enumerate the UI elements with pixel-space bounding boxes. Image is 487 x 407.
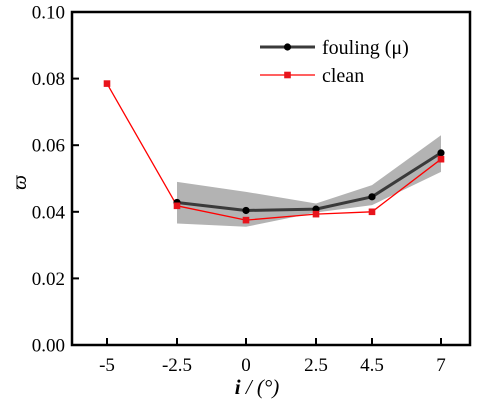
clean-data-point xyxy=(368,208,376,216)
clean-data-point xyxy=(437,155,445,163)
plot-frame xyxy=(70,10,472,347)
uncertainty-band-layer xyxy=(177,135,441,227)
y-axis-title: ϖ xyxy=(7,175,31,190)
x-tick-label: 4.5 xyxy=(360,355,384,376)
legend-fouling-marker xyxy=(283,43,292,51)
x-axis-title-variable: i xyxy=(235,375,241,399)
x-tick-label: -5 xyxy=(99,355,115,376)
x-tick-label: 0 xyxy=(241,355,251,376)
legend-fouling-label: fouling (μ) xyxy=(322,37,409,59)
x-tick-label: 7 xyxy=(436,355,446,376)
clean-data-point xyxy=(103,80,111,87)
fouling-data-point xyxy=(368,193,376,201)
legend-clean-marker xyxy=(284,71,291,79)
clean-data-point xyxy=(312,210,320,218)
y-tick-label: 0.08 xyxy=(32,69,65,90)
fouling-data-point xyxy=(242,206,250,215)
clean-data-point xyxy=(173,202,181,210)
axis-ticks-layer: 0.00 0.02 0.04 0.06 0.08 0.10 -5 -2.5 0 2.5 4.5 7 xyxy=(32,3,446,377)
x-tick-label: -2.5 xyxy=(162,355,192,376)
clean-data-point xyxy=(242,216,250,224)
fouling-data-point xyxy=(437,149,445,157)
legend: fouling (μ) clean xyxy=(260,37,409,87)
x-axis-title-unit: / (°) xyxy=(241,375,280,399)
legend-clean-label: clean xyxy=(322,65,364,87)
x-tick-label: 2.5 xyxy=(304,355,328,376)
x-axis-title: i / (°) xyxy=(235,375,280,399)
y-tick-label: 0.02 xyxy=(32,269,65,290)
y-tick-label: 0.00 xyxy=(32,336,65,357)
y-tick-label: 0.10 xyxy=(32,3,65,24)
clean-series-line xyxy=(106,83,442,221)
y-tick-label: 0.04 xyxy=(32,202,66,223)
series-markers-layer xyxy=(103,80,445,224)
fouling-uncertainty-band xyxy=(177,135,441,227)
y-tick-label: 0.06 xyxy=(32,136,65,157)
